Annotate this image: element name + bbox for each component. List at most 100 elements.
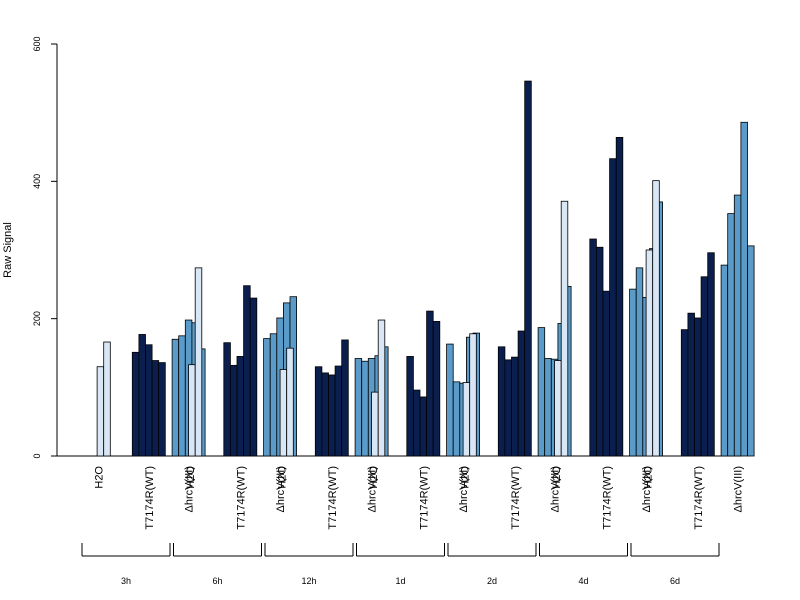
bar [645,249,654,457]
bar [615,136,624,457]
bar [334,365,343,457]
bar [249,297,258,457]
bar [727,213,735,457]
bar [188,364,196,457]
bar [371,391,379,457]
bar [426,310,434,457]
bar [524,80,532,457]
group-label: T7174R(WT) [144,466,156,530]
group-label: H2O [551,466,563,489]
timepoint-label: 1d [395,576,405,586]
bar [740,121,748,457]
bar [554,360,562,457]
bar [243,285,251,457]
bar [223,342,231,457]
bar [103,341,111,457]
bar [652,180,660,457]
timepoint-label: 4d [578,576,588,586]
group-label: T7174R(WT) [693,466,705,530]
bar [469,333,477,457]
bar [178,335,186,457]
group-label: H2O [642,466,654,489]
group-label: H2O [185,466,197,489]
bar [517,330,526,457]
bar [747,245,755,457]
bar [269,333,278,457]
y-tick-label: 600 [32,36,42,51]
timepoint-label: 6h [212,576,222,586]
bar [341,339,349,457]
group-label: ΔhrcV(III) [184,466,196,512]
bar [354,358,363,457]
bar [171,338,180,457]
y-tick-label: 200 [32,311,42,326]
bar [286,347,294,457]
bar [229,364,238,457]
group-label: T7174R(WT) [235,466,247,530]
timepoint-label: 2d [487,576,497,586]
bar [504,359,512,457]
bar [452,381,461,457]
y-axis: 0 200 400 600 [32,36,58,459]
y-tick-label: 0 [32,453,42,458]
bar [406,356,414,457]
bar [609,158,617,457]
group-label: ΔhrcV(III) [550,466,562,512]
group-label: H2O [276,466,288,489]
bar [462,382,471,457]
bar [194,267,203,457]
group-label: T7174R(WT) [418,466,430,530]
bar [314,366,323,457]
bar [544,358,552,457]
bar [720,264,729,457]
bar [377,319,386,457]
bars-layer [96,80,755,457]
y-tick-label: 400 [32,174,42,189]
bar [138,334,146,457]
bar [497,346,506,457]
group-label: ΔhrcV(III) [458,466,470,512]
bar [361,360,369,457]
bar [419,396,427,457]
group-label: T7174R(WT) [510,466,522,530]
bar [694,317,702,457]
bar [700,276,709,457]
group-label: H2O [93,466,105,489]
bar [131,351,140,457]
bar [151,360,160,457]
bar [432,321,441,457]
group-label: T7174R(WT) [601,466,613,530]
group-label: T7174R(WT) [327,466,339,530]
bar [589,238,597,457]
bar [96,366,105,457]
bar [687,312,695,457]
bar [680,329,689,457]
timepoint-label: 6d [670,576,680,586]
bar [446,343,454,457]
bar [158,362,166,457]
bar [263,338,271,457]
group-label: H2O [459,466,471,489]
bar [602,290,610,457]
bar [328,374,336,457]
timepoint-label: 12h [301,576,316,586]
bar [596,246,604,457]
bar [707,252,715,457]
bar [321,372,329,457]
bar [279,369,288,457]
timepoint-brackets-layer: 3h 6h 12h 1d 2d 4d 6d [81,543,720,586]
group-label: ΔhrcV(III) [641,466,653,512]
bar [236,356,244,457]
group-label: ΔhrcV(III) [367,466,379,512]
group-label: ΔhrcV(III) [733,466,745,512]
bar [145,344,153,457]
group-labels-layer: H2O T7174R(WT) ΔhrcV(III)H2O T7174R(WT) Δhrc… [93,466,744,530]
bar [635,267,644,457]
bar [412,389,421,457]
group-label: H2O [368,466,380,489]
bar [560,200,569,457]
bar [733,194,742,457]
bar [537,327,546,457]
bar [511,356,519,457]
